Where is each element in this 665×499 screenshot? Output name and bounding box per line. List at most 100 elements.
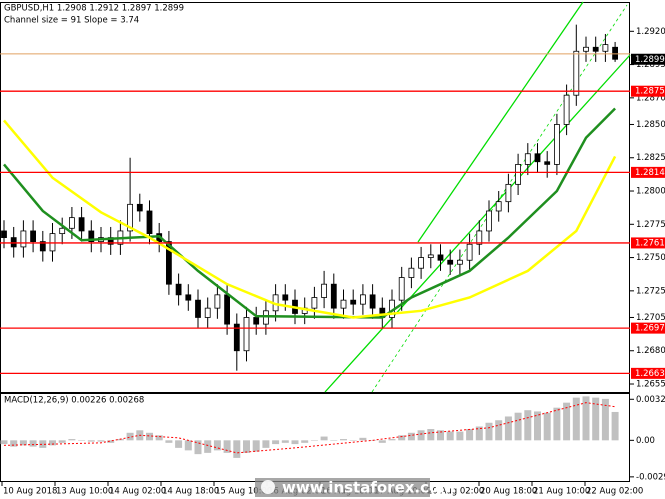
macd-bar [97, 440, 105, 442]
candle-body [49, 233, 56, 252]
macd-bar [456, 431, 464, 441]
level-tag [631, 166, 665, 178]
candle-body [39, 241, 46, 252]
candle-body [350, 299, 357, 305]
candle-body [69, 217, 75, 229]
candle-body [330, 283, 337, 309]
level-tag [631, 237, 665, 249]
candle-body [204, 307, 211, 318]
macd-bar [146, 432, 153, 441]
macd-bar [126, 432, 134, 441]
watermark-bg [255, 478, 430, 497]
y-tick-label: 1.2705 [636, 313, 665, 323]
channel-lower [324, 54, 631, 393]
candle-body [437, 254, 444, 261]
macd-bar [29, 440, 37, 447]
macd-bar [262, 440, 270, 448]
macd-bar [19, 440, 27, 446]
macd-signal [3, 402, 616, 454]
level-label: 1.2697 [635, 324, 665, 334]
macd-bar [223, 440, 231, 453]
candle-body [408, 267, 415, 278]
macd-bar [601, 398, 609, 441]
watermark-text: www.instaforex.com [282, 479, 455, 497]
candle-body [592, 46, 599, 52]
macd-bar [446, 431, 454, 441]
price-frame [0, 2, 630, 393]
candle-body [146, 210, 153, 235]
candle-body [165, 241, 172, 285]
candle-body [20, 230, 27, 248]
candle-body [214, 294, 221, 309]
candle-body [311, 297, 318, 309]
macd-bar [369, 440, 377, 441]
macd-bar [116, 439, 124, 441]
macd-bar [272, 440, 280, 445]
macd-bar [359, 437, 367, 441]
macd-bar [310, 440, 318, 441]
macd-bar [233, 440, 241, 458]
watermark-logo [261, 480, 275, 494]
y-tick-label: 1.2825 [636, 153, 665, 163]
macd-bar [398, 435, 406, 441]
channel-middle [371, 4, 628, 393]
candle-body [456, 259, 463, 265]
macd-bar [534, 411, 541, 441]
macd-bar [524, 410, 532, 441]
candle-body [1, 230, 7, 239]
moving-average [3, 119, 617, 319]
candle-body [224, 294, 231, 325]
macd-bar [165, 440, 173, 443]
macd-bar [563, 402, 571, 441]
level-tag [631, 85, 665, 97]
moving-average [3, 107, 616, 319]
macd-bar [582, 396, 590, 441]
macd-bar [252, 440, 260, 452]
candle-body [524, 153, 531, 165]
watermark: www.instaforex.com [255, 478, 455, 497]
level-label: 1.2814 [635, 168, 665, 178]
macd-bar [466, 429, 474, 441]
macd-bar [243, 440, 250, 453]
macd-bar [155, 435, 163, 441]
macd-bar [0, 440, 8, 445]
x-tick-label: 14 Aug 02:00 [109, 487, 166, 497]
macd-bar [175, 440, 183, 448]
macd-bar [543, 412, 551, 441]
x-tick-label: 15 Aug 10:00 [215, 487, 272, 497]
candle-body [486, 210, 492, 232]
macd-bar [68, 439, 76, 441]
candle-body [195, 299, 201, 318]
price-label: 1.2899 [635, 55, 665, 65]
x-tick-label: 20 Aug 18:00 [480, 487, 537, 497]
y-tick-label: 1.2775 [636, 220, 665, 230]
candle-body [10, 237, 17, 248]
macd-tick-label: 0.00327 [636, 395, 665, 405]
x-tick-label: 10 Aug 2018 [3, 487, 57, 497]
macd-bar [281, 440, 289, 443]
macd-bar [514, 412, 522, 441]
macd-bar [485, 422, 493, 441]
macd-tick-label: -0.00291 [636, 472, 665, 482]
macd-bar [378, 440, 386, 443]
level-label: 1.2761 [635, 238, 665, 248]
y-tick-label: 1.2800 [636, 187, 665, 197]
macd-bar [213, 440, 221, 451]
level-label: 1.2663 [635, 369, 665, 379]
candle-body [88, 230, 95, 242]
macd-bar [107, 440, 115, 443]
candle-body [243, 317, 250, 352]
candle-body [447, 259, 454, 265]
candle-body [175, 283, 182, 296]
macd-bar [417, 430, 425, 441]
macd-bar [58, 440, 66, 443]
candle-body [369, 294, 376, 309]
level-tag [631, 367, 665, 379]
candle-body [59, 227, 66, 235]
candle-body [321, 283, 328, 298]
y-tick-label: 1.2750 [636, 253, 665, 263]
candle-body [185, 294, 192, 301]
macd-label: MACD(12,26,9) 0.00226 0.00268 [4, 396, 144, 406]
candle-body [136, 203, 143, 212]
macd-bar [320, 436, 328, 441]
